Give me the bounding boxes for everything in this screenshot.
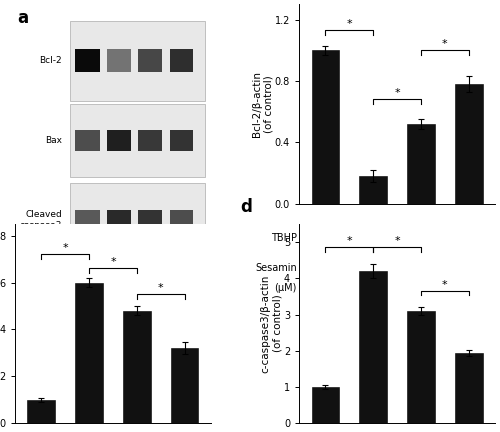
Text: +: + — [369, 233, 377, 243]
Text: TBHP: TBHP — [270, 233, 296, 243]
Bar — [75, 283, 103, 423]
Text: +: + — [464, 233, 472, 243]
Bar — [75, 130, 100, 151]
Text: 50: 50 — [462, 263, 475, 273]
Bar — [107, 210, 130, 231]
Text: SM
50μM: SM 50μM — [170, 373, 193, 393]
Bar — [28, 400, 55, 423]
Bar — [312, 387, 339, 423]
Bar — [312, 51, 339, 204]
Bar — [70, 21, 205, 101]
Text: a: a — [17, 9, 28, 26]
Text: *: * — [394, 89, 400, 98]
Bar — [360, 271, 387, 423]
Text: GAPDH: GAPDH — [30, 308, 62, 317]
Text: -: - — [324, 263, 327, 273]
Bar — [107, 49, 130, 73]
Bar — [138, 210, 162, 231]
Text: Sesamin: Sesamin — [255, 263, 296, 273]
Bar — [171, 348, 198, 423]
Bar — [138, 301, 162, 324]
Text: -: - — [324, 233, 327, 243]
Bar — [170, 49, 194, 73]
Text: TBHP: TBHP — [108, 373, 130, 382]
Text: Con: Con — [80, 373, 96, 382]
Text: *: * — [442, 39, 448, 49]
Bar — [170, 130, 194, 151]
Bar — [455, 353, 482, 423]
Bar — [138, 130, 162, 151]
Text: *: * — [110, 257, 116, 267]
Bar — [107, 301, 130, 324]
Text: +: + — [417, 233, 425, 243]
Bar — [70, 272, 205, 353]
Text: Bcl-2: Bcl-2 — [40, 57, 62, 65]
Bar — [407, 124, 435, 204]
Text: *: * — [346, 19, 352, 29]
Bar — [170, 301, 194, 324]
Bar — [75, 301, 100, 324]
Y-axis label: Bcl-2/β-actin
(of control): Bcl-2/β-actin (of control) — [252, 71, 274, 137]
Text: d: d — [240, 198, 252, 216]
Bar — [360, 176, 387, 204]
Text: *: * — [346, 236, 352, 246]
Bar — [75, 210, 100, 231]
Bar — [123, 311, 150, 423]
Text: Bax: Bax — [45, 136, 62, 145]
Y-axis label: c-caspase3/β-actin
(of control): c-caspase3/β-actin (of control) — [261, 274, 282, 373]
Bar — [70, 104, 205, 177]
Text: SM
25μM: SM 25μM — [138, 373, 162, 393]
Bar — [70, 184, 205, 257]
Bar — [170, 210, 194, 231]
Bar — [138, 49, 162, 73]
Bar — [75, 49, 100, 73]
Bar — [107, 130, 130, 151]
Text: -: - — [372, 263, 375, 273]
Text: (μM): (μM) — [274, 283, 296, 292]
Text: *: * — [62, 243, 68, 253]
Bar — [407, 311, 435, 423]
Text: Cleaved
caspase3: Cleaved caspase3 — [20, 210, 62, 230]
Text: *: * — [442, 280, 448, 290]
Text: *: * — [394, 236, 400, 246]
Text: 25: 25 — [414, 263, 428, 273]
Bar — [455, 84, 482, 204]
Text: *: * — [158, 283, 164, 293]
